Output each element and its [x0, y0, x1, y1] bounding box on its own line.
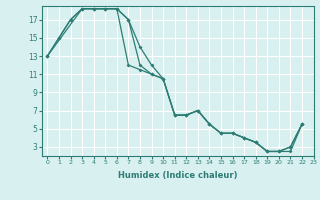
- X-axis label: Humidex (Indice chaleur): Humidex (Indice chaleur): [118, 171, 237, 180]
